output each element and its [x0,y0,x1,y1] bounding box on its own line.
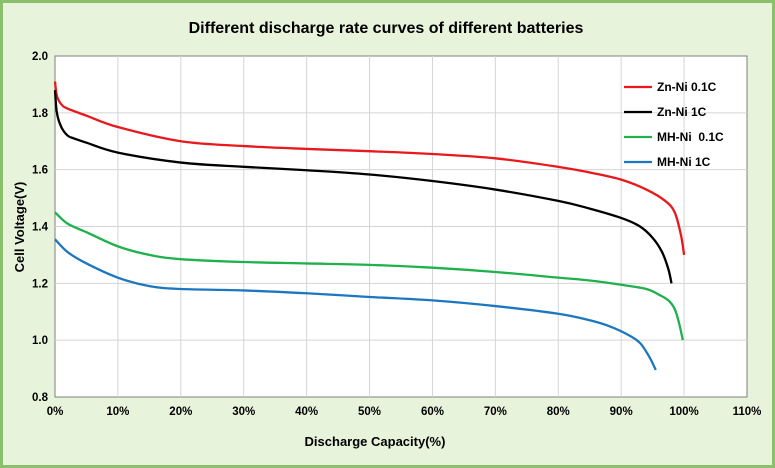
x-axis-ticks: 0% 10% 20% 30% 40% 50% 60% 70% 80% 90% 100% 110% [47,406,762,418]
x-tick-label: 10% [106,406,129,418]
chart-title: Different discharge rate curves of diffe… [189,20,584,37]
x-tick-label: 60% [421,406,444,418]
x-tick-label: 110% [733,406,762,418]
y-axis-title: Cell Voltage(V) [12,182,27,273]
y-tick-label: 0.8 [32,392,49,404]
y-tick-label: 1.6 [32,165,48,177]
grid [55,56,747,397]
x-tick-label: 80% [547,406,570,418]
y-axis-ticks: 0.8 1.0 1.2 1.4 1.6 1.8 2.0 [32,51,49,404]
x-tick-label: 20% [169,406,192,418]
x-tick-label: 100% [669,406,698,418]
series-lines [53,81,686,371]
series-line [53,81,686,256]
x-tick-label: 30% [232,406,255,418]
legend-label: MH-Ni 1C [657,155,711,169]
x-tick-label: 50% [358,406,381,418]
series-line [54,238,657,371]
y-tick-label: 1.4 [32,222,49,234]
legend: Zn-Ni 0.1C Zn-Ni 1C MH-Ni 0.1C MH-Ni 1C [624,80,724,169]
series-line [53,90,673,284]
x-tick-label: 90% [610,406,633,418]
x-tick-label: 0% [47,406,64,418]
legend-label: MH-Ni 0.1C [657,130,724,144]
y-tick-label: 1.0 [32,335,48,347]
y-tick-label: 2.0 [32,51,48,63]
legend-label: Zn-Ni 1C [657,105,707,119]
x-tick-label: 40% [295,406,318,418]
y-tick-label: 1.8 [32,108,49,120]
legend-label: Zn-Ni 0.1C [657,80,717,94]
series-line [54,211,684,341]
x-axis-title: Discharge Capacity(%) [305,434,446,449]
x-tick-label: 70% [484,406,507,418]
y-tick-label: 1.2 [32,278,48,290]
